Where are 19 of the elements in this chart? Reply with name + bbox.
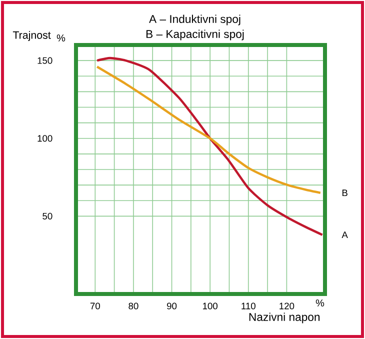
line-series <box>96 66 322 194</box>
y-tick-label: 50 <box>42 212 52 220</box>
y-axis-title: Trajnost <box>12 31 51 41</box>
x-tick-label: 80 <box>128 302 138 310</box>
line-series <box>96 56 324 236</box>
x-tick-label: 120 <box>280 302 294 310</box>
x-tick-label: 90 <box>167 302 177 310</box>
x-tick-label: 110 <box>242 302 256 310</box>
chart-subtitle: B – Kapacitivni spoj <box>146 30 244 40</box>
text: % <box>316 299 324 306</box>
x-tick-label: 70 <box>90 302 100 310</box>
x-tick-label: 100 <box>203 302 218 310</box>
y-tick-label: 100 <box>38 135 52 142</box>
y-tick-label: 150 <box>38 57 52 64</box>
text: B <box>342 190 348 196</box>
text: A <box>342 232 348 238</box>
chart-title: A – Induktivni spoj <box>149 14 240 26</box>
x-axis-title: Nazivni napon <box>249 312 320 324</box>
text: % <box>56 34 66 42</box>
